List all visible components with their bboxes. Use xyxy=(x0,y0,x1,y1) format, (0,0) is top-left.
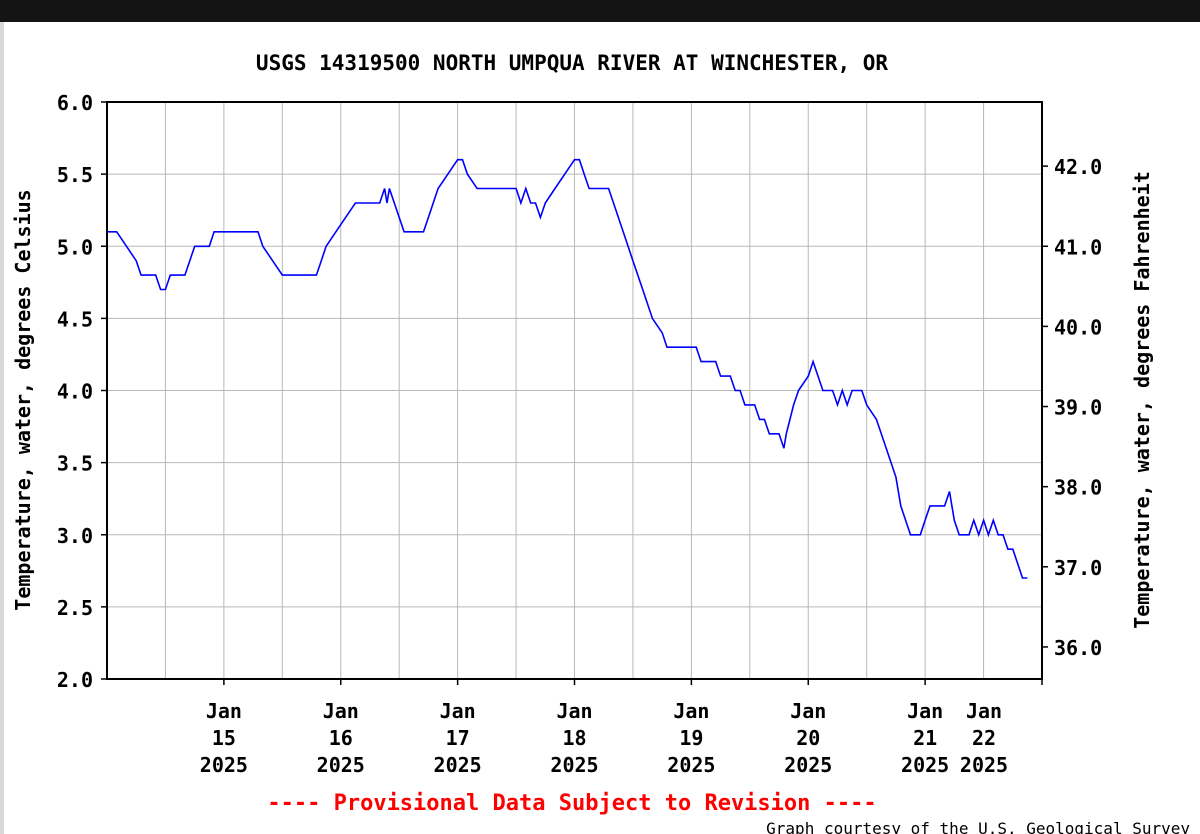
series-layer xyxy=(107,158,1028,579)
x-tick-label: 2025 xyxy=(784,753,832,777)
x-tick-label: 21 xyxy=(913,726,937,750)
y2-axis-ticks: 36.0 37.0 38.0 39.0 40.0 41.0 42.0 xyxy=(1042,155,1102,660)
y-axis-ticks: 2.0 2.5 3.0 3.5 4.0 4.5 5.0 5.5 6.0 xyxy=(57,91,107,692)
x-tick-label: Jan xyxy=(556,699,592,723)
y-tick-label: 3.5 xyxy=(57,452,93,476)
x-tick-label: 2025 xyxy=(317,753,365,777)
y-tick-label: 3.0 xyxy=(57,524,93,548)
credit-text: Graph courtesy of the U.S. Geological Su… xyxy=(766,819,1190,834)
x-axis-ticks: Jan 15 2025 Jan 16 2025 Jan 17 2025 Jan 18 2025 Jan 1… xyxy=(200,679,1043,777)
window-top-bar xyxy=(0,0,1200,22)
x-tick-label: 2025 xyxy=(667,753,715,777)
y2-axis-label: Temperature, water, degrees Fahrenheit xyxy=(1130,171,1154,629)
y-tick-label: 5.5 xyxy=(57,163,93,187)
y2-tick-label: 37.0 xyxy=(1054,556,1102,580)
x-tick-label: 20 xyxy=(796,726,820,750)
y-tick-label: 2.5 xyxy=(57,596,93,620)
frame-edge xyxy=(0,22,4,834)
x-tick-label: 2025 xyxy=(901,753,949,777)
x-tick-label: 2025 xyxy=(550,753,598,777)
x-tick-label: 15 xyxy=(212,726,236,750)
x-tick-label: 17 xyxy=(446,726,470,750)
x-tick-label: 18 xyxy=(562,726,586,750)
provisional-notice: ---- Provisional Data Subject to Revisio… xyxy=(267,791,876,816)
y-tick-label: 5.0 xyxy=(57,235,93,259)
y-tick-label: 4.5 xyxy=(57,307,93,331)
y-tick-label: 4.0 xyxy=(57,380,93,404)
x-tick-label: Jan xyxy=(206,699,242,723)
x-tick-label: Jan xyxy=(966,699,1002,723)
y2-tick-label: 41.0 xyxy=(1054,235,1102,259)
x-tick-label: Jan xyxy=(907,699,943,723)
x-tick-label: 2025 xyxy=(960,753,1008,777)
x-tick-label: 19 xyxy=(679,726,703,750)
x-tick-label: 2025 xyxy=(434,753,482,777)
x-tick-label: 16 xyxy=(329,726,353,750)
x-tick-label: Jan xyxy=(790,699,826,723)
y2-tick-label: 39.0 xyxy=(1054,396,1102,420)
x-tick-label: Jan xyxy=(673,699,709,723)
x-tick-label: 22 xyxy=(972,726,996,750)
y2-tick-label: 40.0 xyxy=(1054,315,1102,339)
y-tick-label: 2.0 xyxy=(57,668,93,692)
y-axis-label: Temperature, water, degrees Celsius xyxy=(11,189,35,610)
y2-tick-label: 36.0 xyxy=(1054,636,1102,660)
y-tick-label: 6.0 xyxy=(57,91,93,115)
y2-tick-label: 42.0 xyxy=(1054,155,1102,179)
chart-title: USGS 14319500 NORTH UMPQUA RIVER AT WINC… xyxy=(256,51,889,75)
x-tick-label: Jan xyxy=(323,699,359,723)
x-tick-label: 2025 xyxy=(200,753,248,777)
x-tick-label: Jan xyxy=(440,699,476,723)
series-line xyxy=(107,158,1028,579)
y2-tick-label: 38.0 xyxy=(1054,476,1102,500)
